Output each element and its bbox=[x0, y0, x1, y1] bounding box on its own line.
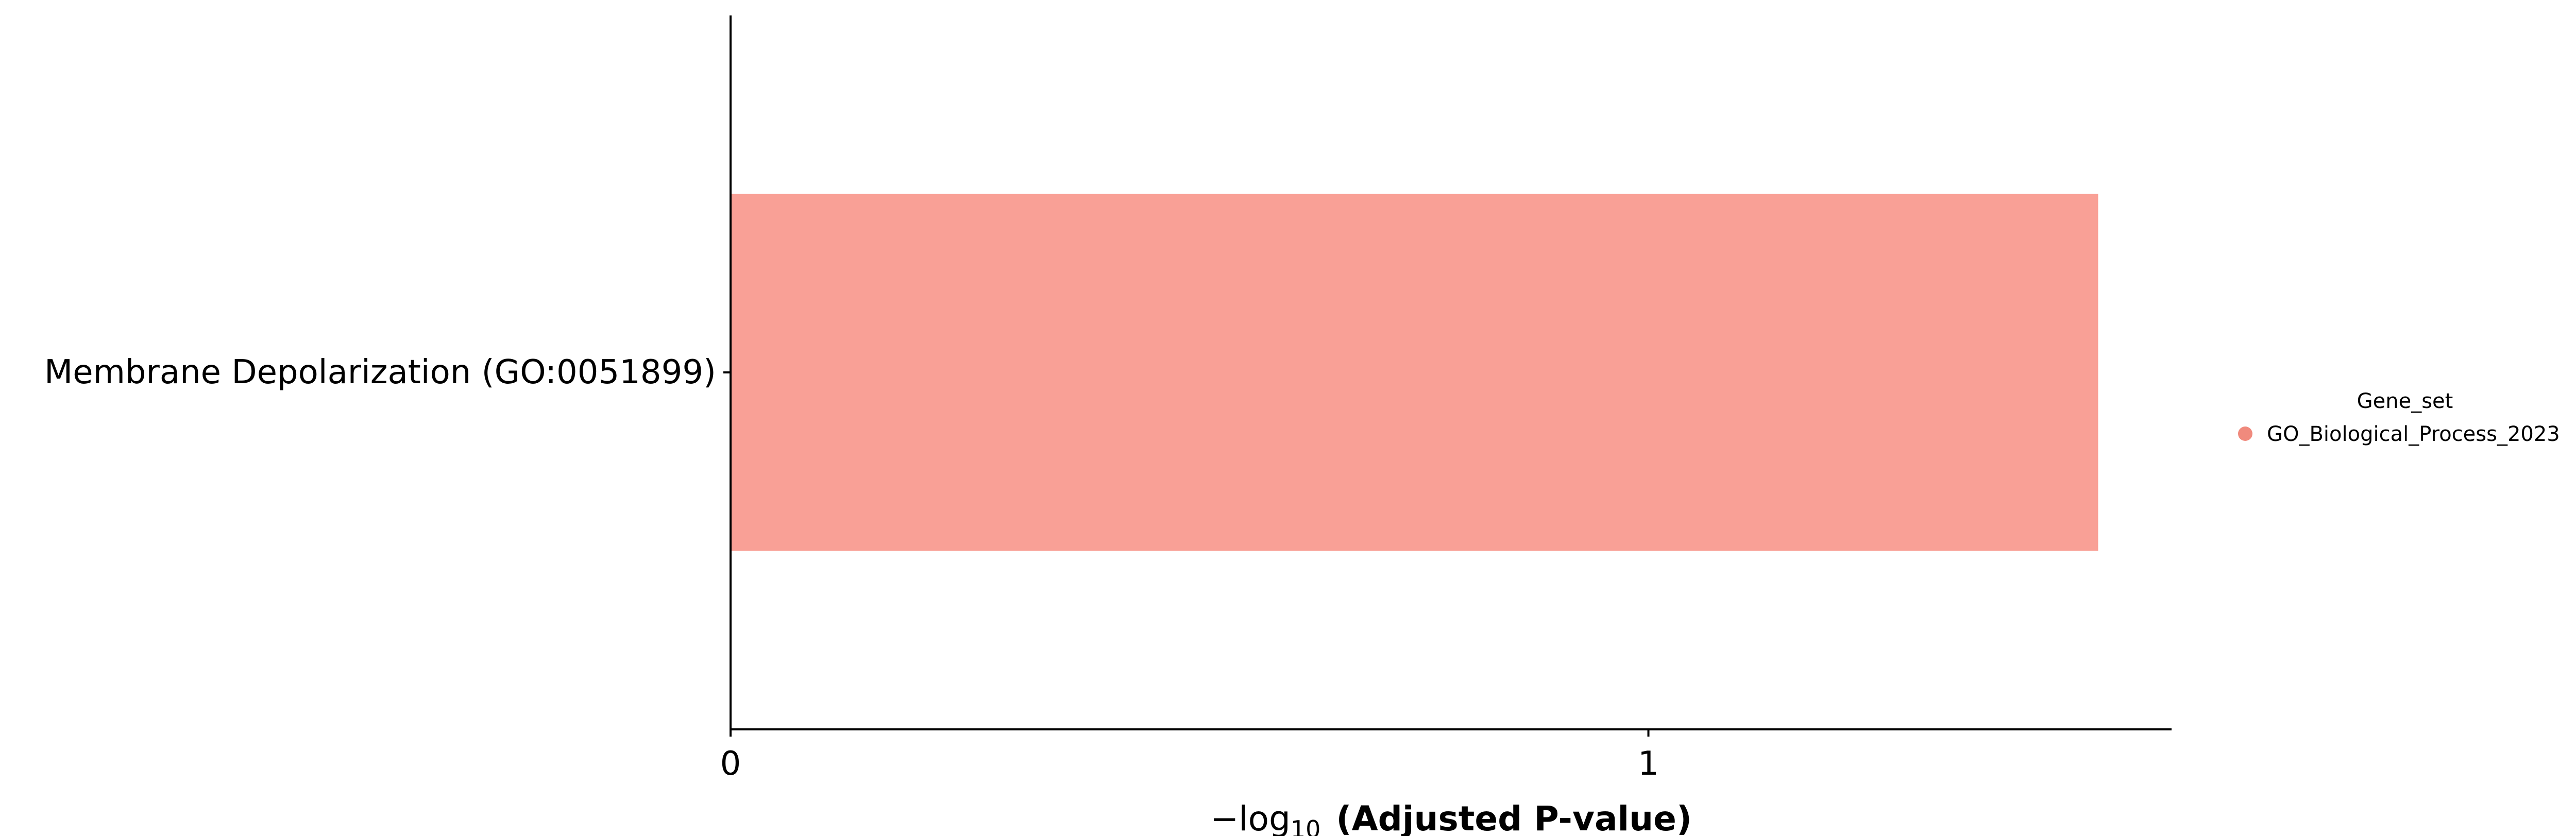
y-ticks: Membrane Depolarization (GO:0051899) bbox=[44, 353, 731, 391]
x-axis-label-bold: (Adjusted P-value) bbox=[1336, 799, 1692, 836]
legend-title: Gene_set bbox=[2357, 389, 2453, 413]
bars-layer bbox=[731, 194, 2098, 551]
legend-entries: GO_Biological_Process_2023 bbox=[2238, 422, 2560, 446]
legend-marker bbox=[2238, 426, 2252, 441]
x-axis-label-prefix: −log bbox=[1210, 799, 1291, 836]
bar-0 bbox=[731, 194, 2098, 551]
legend: Gene_set GO_Biological_Process_2023 bbox=[2238, 389, 2560, 446]
x-tick-label: 1 bbox=[1638, 745, 1659, 783]
legend-entry-label: GO_Biological_Process_2023 bbox=[2267, 422, 2560, 446]
y-tick-label: Membrane Depolarization (GO:0051899) bbox=[44, 353, 716, 391]
x-axis-label: −log10 (Adjusted P-value) bbox=[1210, 799, 1692, 836]
x-tick-label: 0 bbox=[720, 745, 741, 783]
x-axis-label-subscript: 10 bbox=[1291, 815, 1321, 836]
